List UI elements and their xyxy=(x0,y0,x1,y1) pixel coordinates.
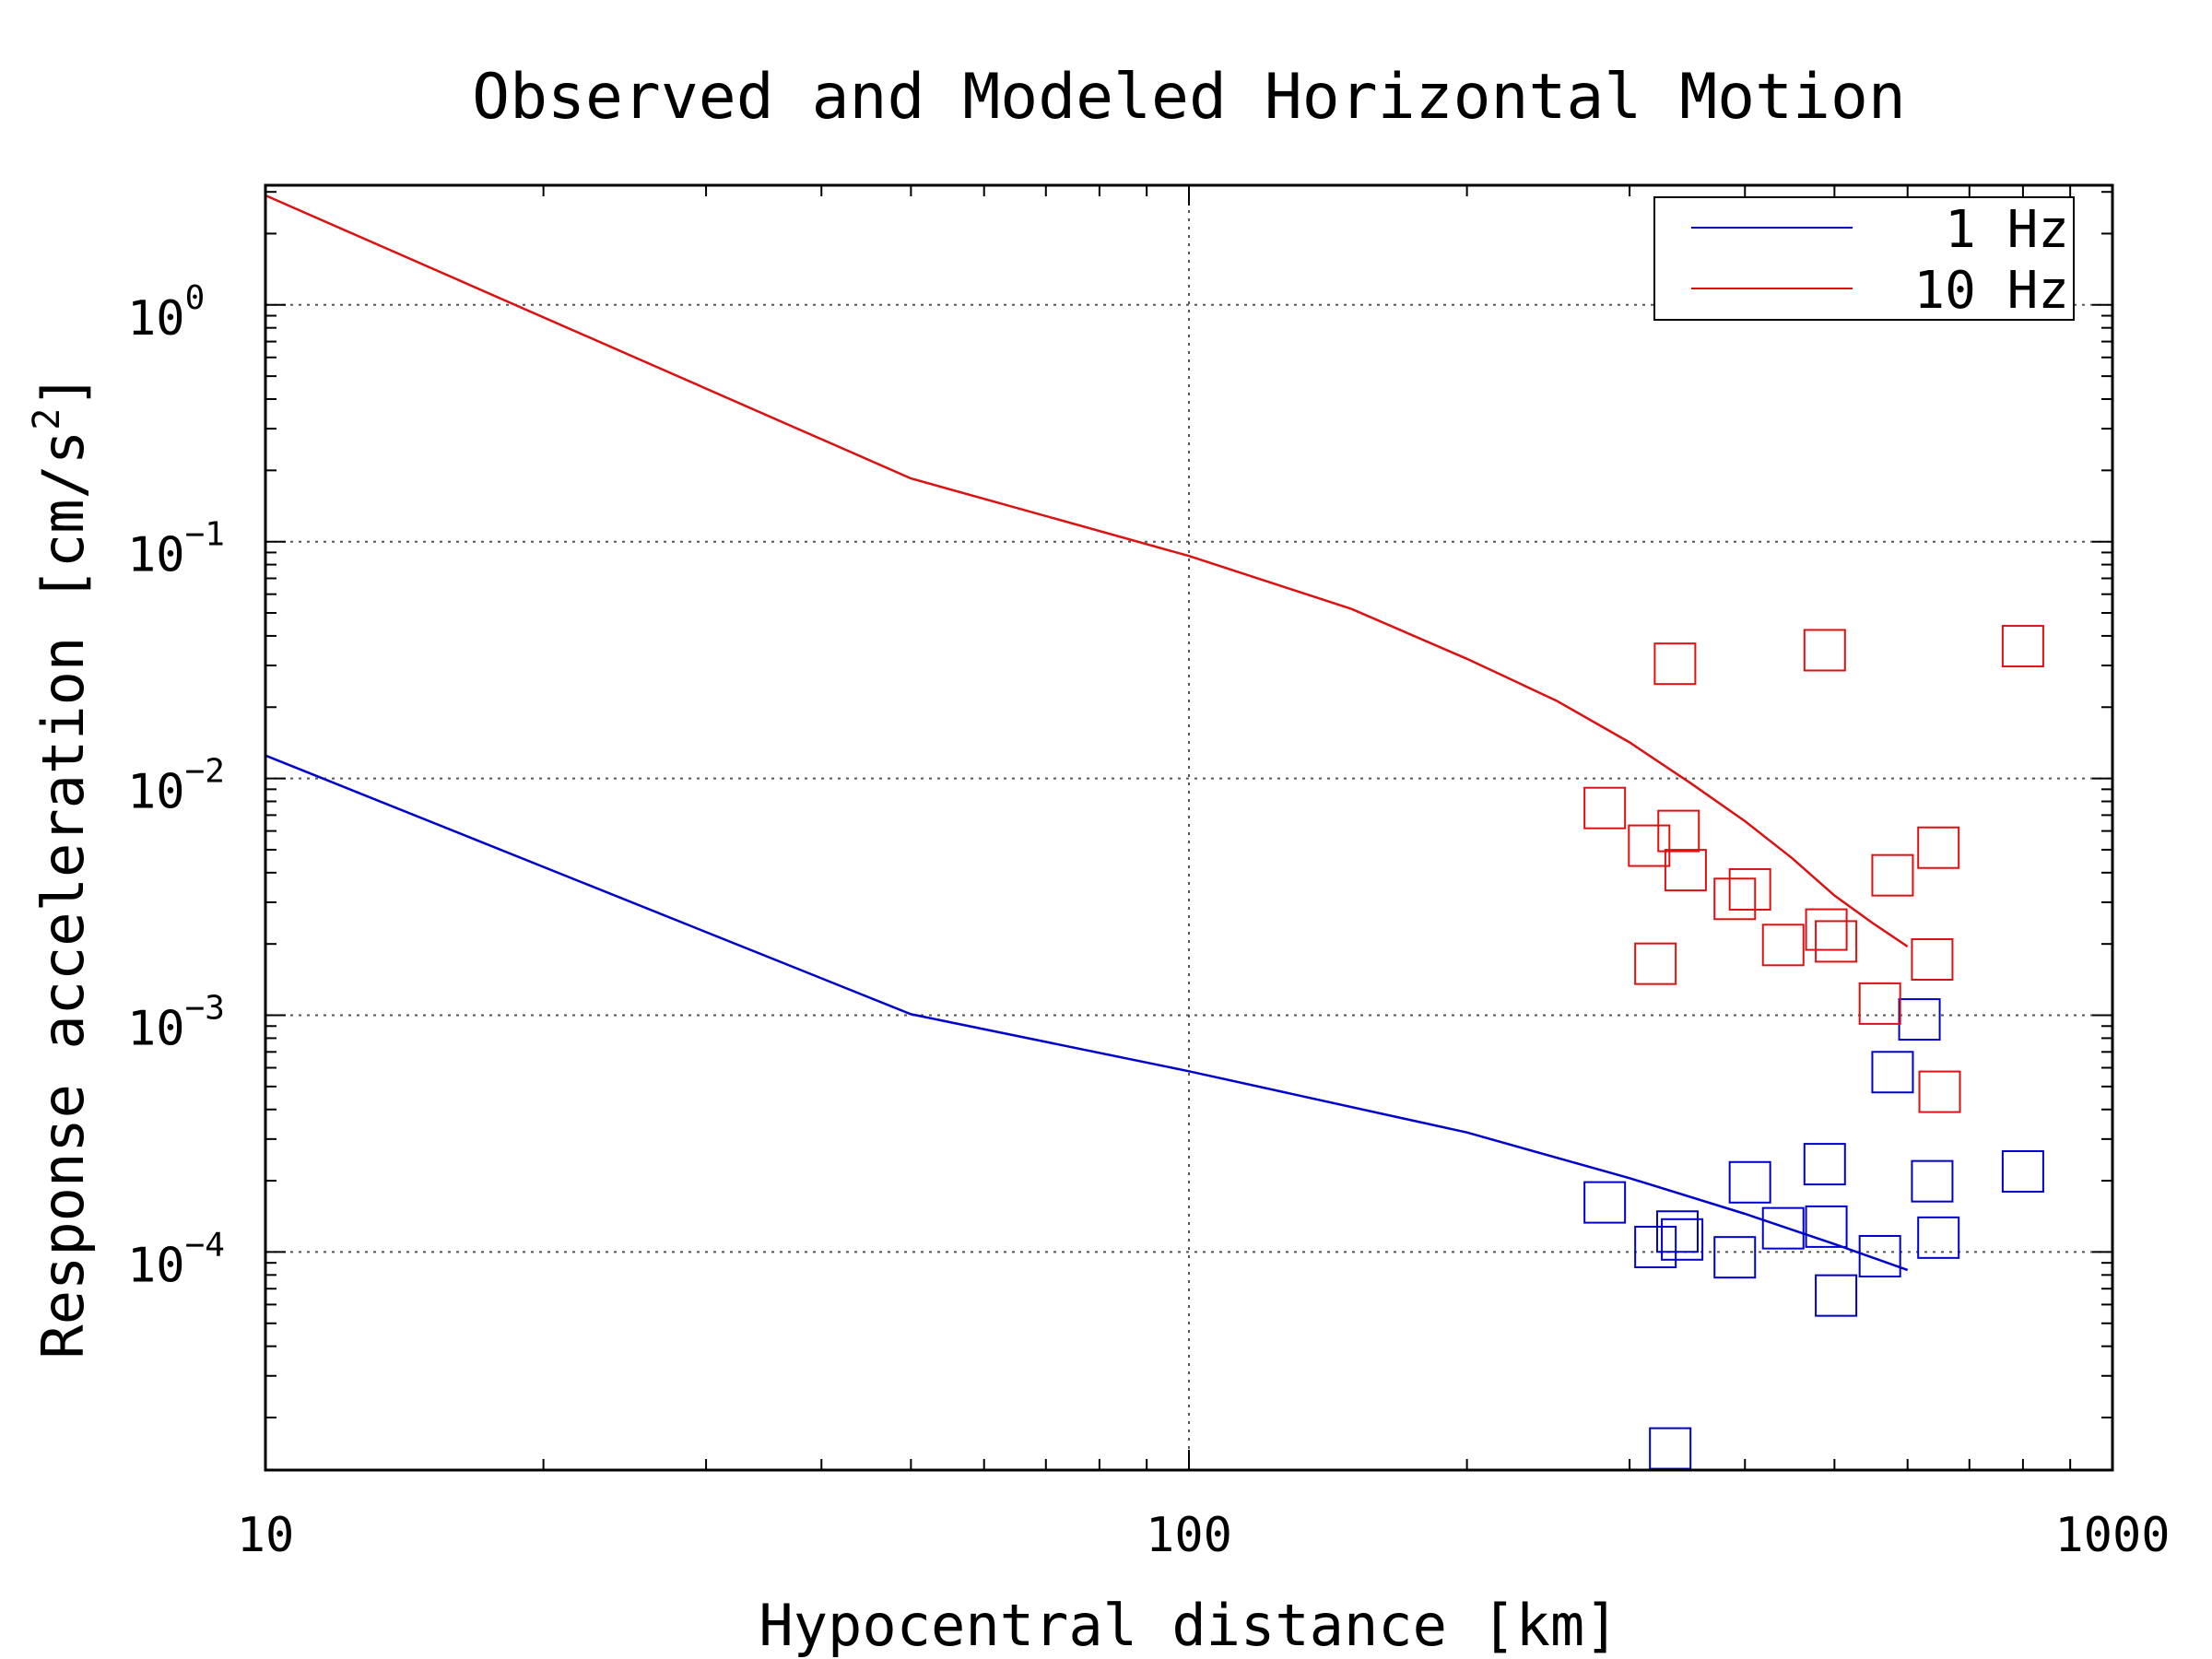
data-point-1hz xyxy=(2001,1149,2044,1193)
data-point-10hz xyxy=(1728,867,1771,911)
grid-lines xyxy=(265,185,2112,1470)
y-tick-label: 100 xyxy=(127,279,205,347)
data-point-1hz xyxy=(1858,1234,1901,1277)
data-point-10hz xyxy=(1911,938,1954,982)
y-axis-label-end: ] xyxy=(29,373,97,407)
plot-frame xyxy=(264,183,2114,1472)
y-tick-label: 10−3 xyxy=(127,990,225,1057)
data-point-1hz xyxy=(1871,1051,1914,1094)
data-point-1hz xyxy=(1661,1218,1704,1261)
data-point-1hz xyxy=(1713,1236,1757,1279)
data-point-1hz xyxy=(1728,1160,1771,1204)
data-point-1hz xyxy=(1634,1225,1677,1268)
data-point-1hz xyxy=(1911,1159,1954,1203)
series-lines xyxy=(265,194,1909,1272)
data-point-10hz xyxy=(1628,824,1671,867)
data-point-10hz xyxy=(1657,809,1700,853)
chart-title: Observed and Modeled Horizontal Motion xyxy=(472,61,1906,134)
data-point-1hz xyxy=(1803,1143,1846,1186)
data-point-1hz xyxy=(1649,1427,1692,1470)
data-point-1hz xyxy=(1898,998,1941,1041)
data-point-10hz xyxy=(1917,826,1960,869)
data-point-1hz xyxy=(1815,1274,1858,1317)
data-point-10hz xyxy=(1634,942,1677,985)
series-line-1hz xyxy=(265,754,1909,1272)
data-point-1hz xyxy=(1917,1216,1960,1259)
legend-label-1hz: 1 Hz xyxy=(1945,200,2069,260)
data-point-10hz xyxy=(1803,629,1846,672)
y-tick-label: 10−2 xyxy=(127,753,225,820)
data-point-1hz xyxy=(1805,1205,1848,1248)
y-axis-label: Response acceleration [cm/s2] xyxy=(26,373,97,1359)
data-point-10hz xyxy=(1871,853,1914,897)
y-tick-label: 10−4 xyxy=(127,1226,225,1293)
data-point-10hz xyxy=(1805,908,1848,951)
legend-label-10hz: 10 Hz xyxy=(1913,261,2069,321)
y-axis-label-sup: 2 xyxy=(26,408,68,430)
legend-box xyxy=(1653,196,2075,321)
data-point-10hz xyxy=(1664,849,1707,892)
y-tick-labels: 100 10−1 10−2 10−3 10−4 xyxy=(127,279,225,1294)
y-tick-label: 10−1 xyxy=(127,516,225,583)
legend: 1 Hz 10 Hz xyxy=(1653,196,2075,321)
data-point-10hz xyxy=(1918,1070,1961,1113)
data-point-10hz xyxy=(2001,625,2044,668)
data-point-10hz xyxy=(1761,924,1805,967)
data-point-1hz xyxy=(1655,1210,1699,1253)
data-point-10hz xyxy=(1583,786,1627,830)
x-tick-label: 10 xyxy=(237,1508,295,1563)
x-axis-label: Hypocentral distance [km] xyxy=(759,1592,1618,1659)
data-points xyxy=(1583,625,2044,1470)
x-tick-label: 100 xyxy=(1146,1508,1232,1563)
data-point-1hz xyxy=(1583,1181,1627,1224)
x-tick-label: 1000 xyxy=(2054,1508,2170,1563)
data-point-10hz xyxy=(1815,920,1858,963)
x-tick-labels: 10 100 1000 xyxy=(237,1508,2171,1563)
series-line-10hz xyxy=(265,194,1909,948)
data-point-1hz xyxy=(1761,1206,1805,1250)
data-point-10hz xyxy=(1653,642,1697,686)
y-axis-label-main: Response acceleration [cm/s xyxy=(29,430,97,1359)
data-point-10hz xyxy=(1713,877,1757,921)
data-point-10hz xyxy=(1858,982,1901,1025)
